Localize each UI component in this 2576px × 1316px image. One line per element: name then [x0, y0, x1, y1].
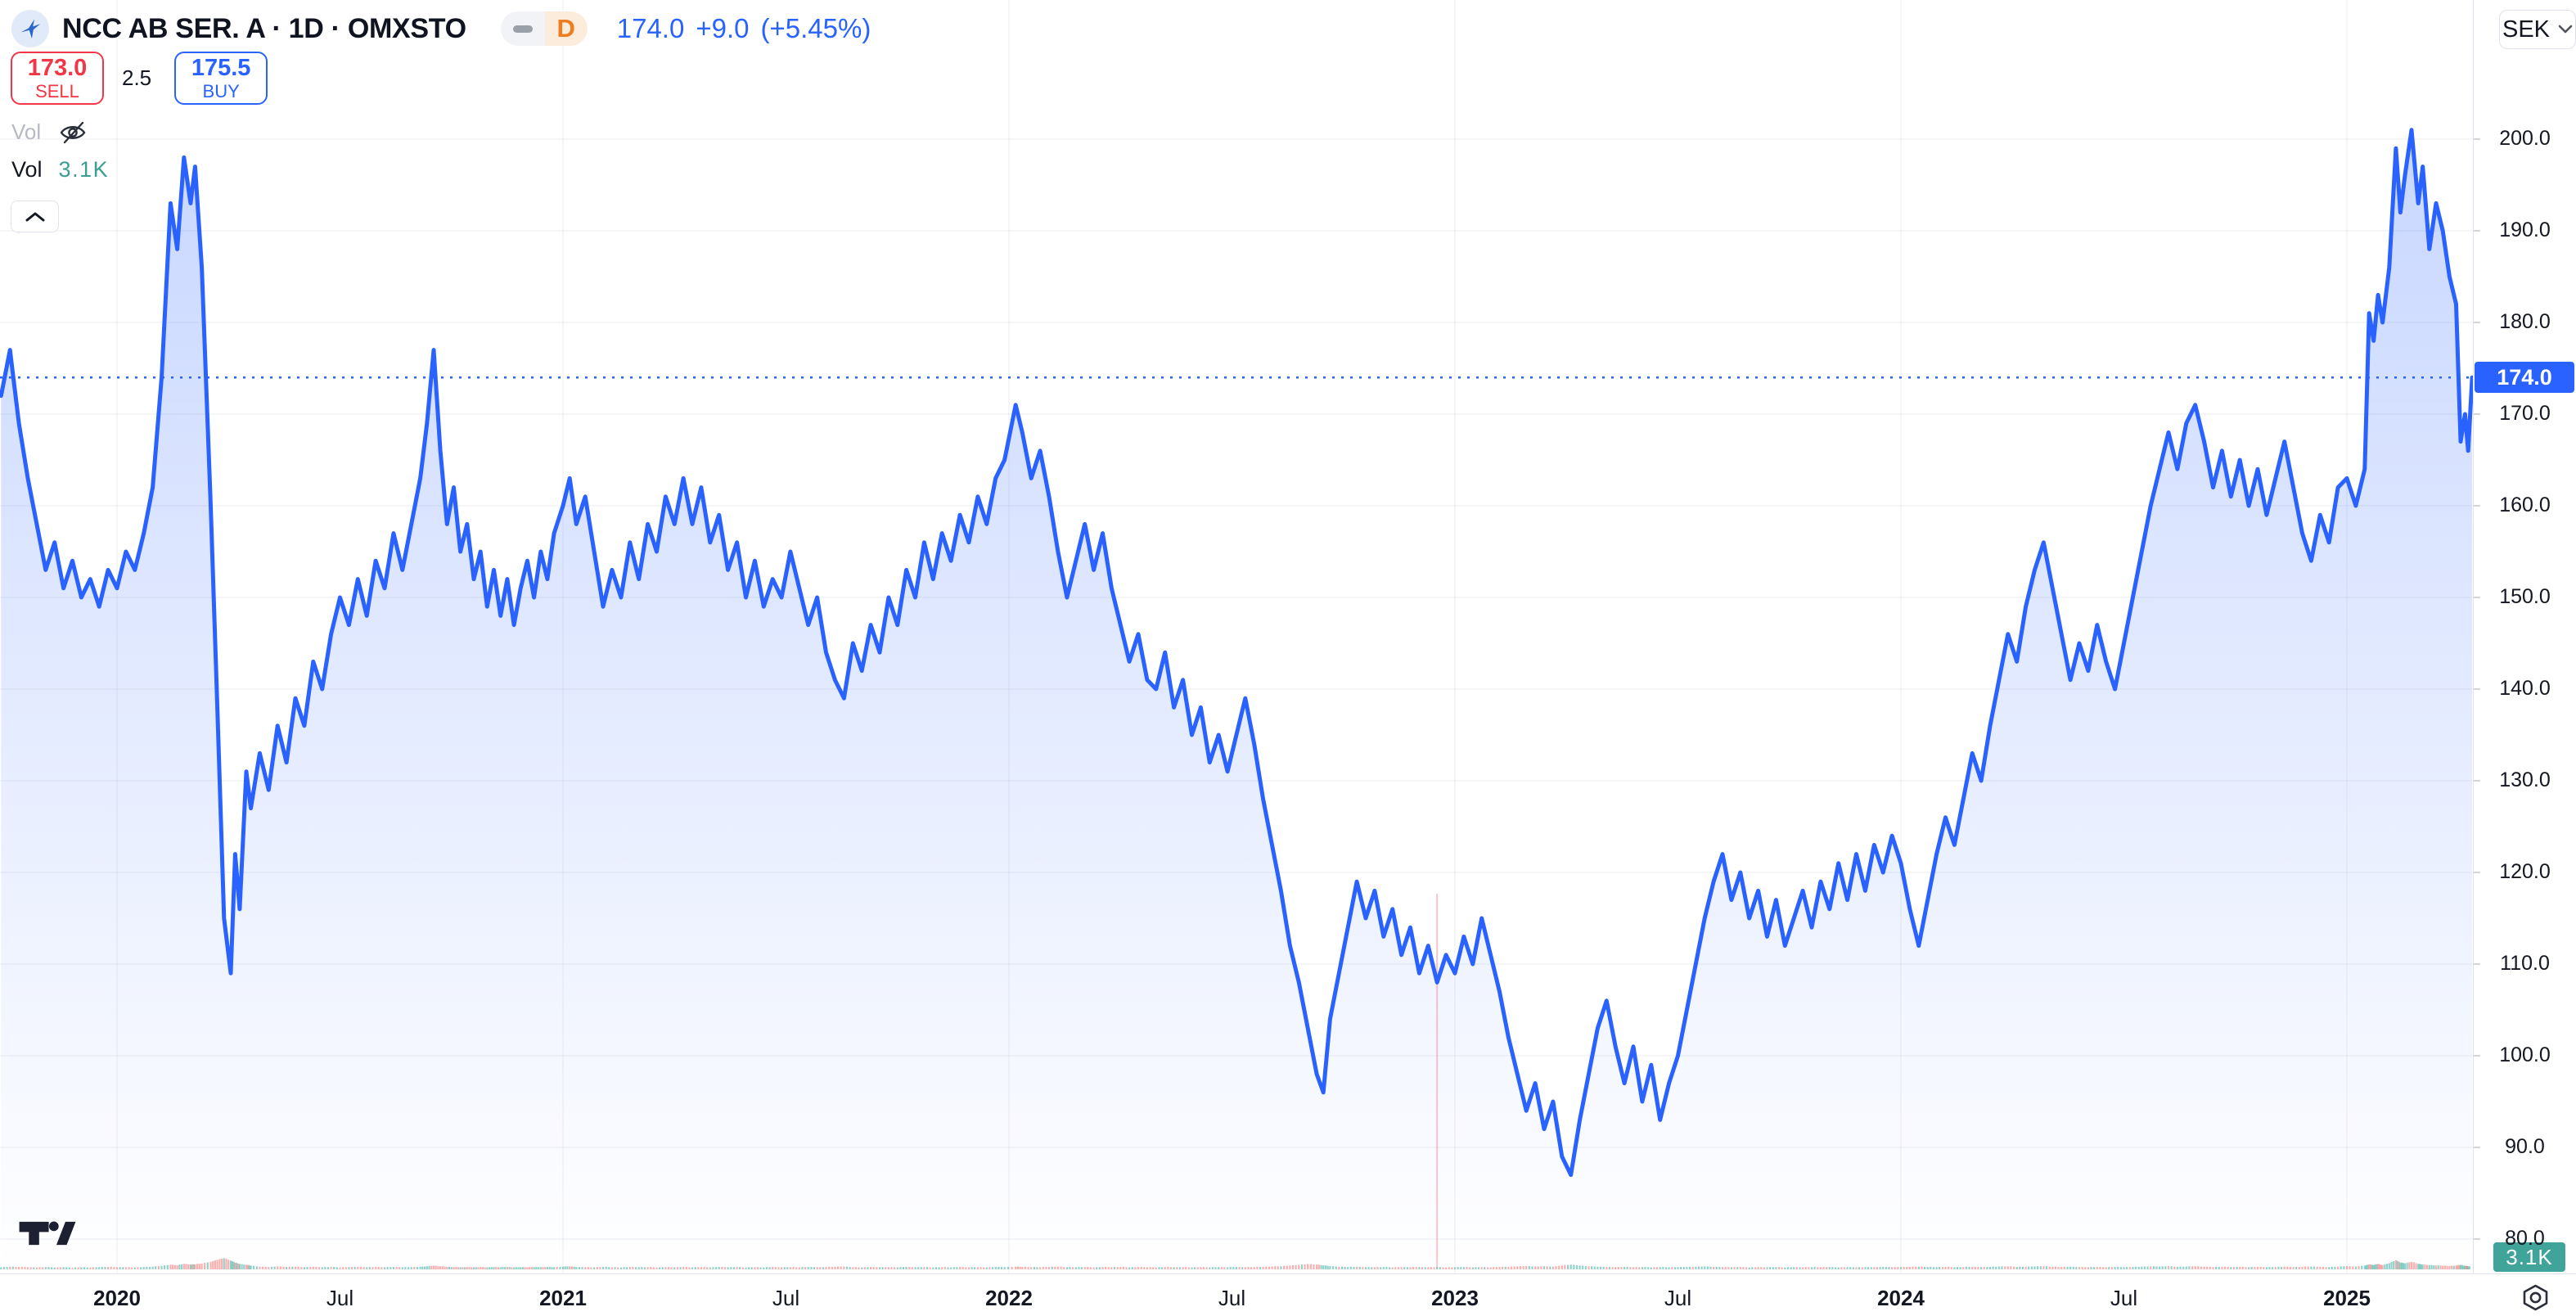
- vol-hidden-label: Vol: [11, 119, 42, 144]
- currency-label: SEK: [2502, 16, 2551, 43]
- price-axis-tick: [2474, 780, 2480, 782]
- trade-panel: 173.0 SELL 2.5 175.5 BUY: [11, 52, 268, 105]
- interval-button[interactable]: D: [544, 11, 588, 46]
- time-axis-year-label: 2024: [1877, 1286, 1925, 1310]
- price-axis-label: 110.0: [2500, 952, 2550, 975]
- quote-readout: 174.0 +9.0 (+5.45%): [617, 13, 871, 44]
- gear-icon: [2523, 1284, 2547, 1310]
- sell-price: 173.0: [27, 54, 88, 81]
- price-axis[interactable]: 174.0 3.1K 200.0 190.0 180.0 170.0 160.0 150.…: [2473, 0, 2576, 1273]
- quote-change-pct: (+5.45%): [760, 13, 871, 43]
- price-axis-tick: [2474, 1238, 2480, 1240]
- price-chart-pane[interactable]: [0, 0, 2473, 1273]
- last-price-axis-label: 174.0: [2475, 362, 2574, 394]
- sell-label: SELL: [35, 81, 79, 102]
- price-axis-label: 200.0: [2499, 127, 2551, 150]
- volume-bars: [0, 1258, 2470, 1270]
- time-axis-year-label: 2021: [539, 1286, 587, 1310]
- price-axis-tick: [2474, 597, 2480, 598]
- chart-type-button[interactable]: [500, 11, 545, 46]
- indicator-row-hidden: Vol: [11, 119, 87, 145]
- series-dash-icon: [512, 25, 533, 33]
- time-axis-month-label: Jul: [1218, 1286, 1246, 1310]
- time-axis-month-label: Jul: [1664, 1286, 1692, 1310]
- symbol-logo[interactable]: [11, 10, 49, 47]
- vol-value: 3.1K: [58, 157, 110, 182]
- price-axis-label: 90.0: [2505, 1135, 2545, 1158]
- buy-button[interactable]: 175.5 BUY: [174, 52, 268, 105]
- chart-type-interval-control[interactable]: D: [500, 11, 588, 46]
- time-axis-month-label: Jul: [772, 1286, 800, 1310]
- price-axis-tick: [2474, 688, 2480, 690]
- sell-button[interactable]: 173.0 SELL: [11, 52, 104, 105]
- price-axis-label: 160.0: [2499, 494, 2551, 516]
- tradingview-logo-icon: [19, 1221, 76, 1246]
- price-axis-label: 140.0: [2499, 677, 2551, 700]
- price-line-series: [0, 128, 2473, 1178]
- price-axis-label: 100.0: [2499, 1043, 2551, 1066]
- tradingview-logo-link[interactable]: [18, 1219, 77, 1251]
- price-axis-tick: [2474, 138, 2480, 140]
- price-axis-label: 180.0: [2499, 310, 2551, 333]
- currency-dropdown[interactable]: SEK: [2499, 10, 2576, 49]
- price-axis-label: 130.0: [2499, 768, 2551, 791]
- price-axis-tick: [2474, 322, 2480, 323]
- time-axis[interactable]: 2020 Jul 2021 Jul 2022 Jul 2023 Jul 2024 Jul 2025: [0, 1273, 2576, 1316]
- price-axis-tick: [2474, 505, 2480, 507]
- buy-price: 175.5: [191, 54, 251, 81]
- price-axis-label: 170.0: [2499, 402, 2551, 425]
- collapse-legend-button[interactable]: [11, 201, 59, 232]
- price-axis-label: 80.0: [2505, 1227, 2545, 1250]
- price-axis-tick: [2474, 963, 2480, 965]
- price-axis-tick: [2474, 1147, 2480, 1148]
- chevron-down-icon: [2558, 25, 2573, 34]
- volume-axis-label: 3.1K: [2493, 1242, 2565, 1272]
- axis-settings-button[interactable]: [2519, 1282, 2551, 1313]
- time-axis-year-label: 2020: [93, 1286, 141, 1310]
- price-axis-tick: [2474, 413, 2480, 415]
- time-axis-month-label: Jul: [2110, 1286, 2138, 1310]
- quote-change: +9.0: [696, 13, 750, 43]
- eye-off-icon[interactable]: [59, 120, 87, 145]
- ncc-star-icon: [20, 19, 41, 39]
- price-axis-tick: [2474, 872, 2480, 873]
- vol-label[interactable]: Vol: [11, 157, 43, 182]
- quote-last: 174.0: [616, 13, 685, 43]
- spread-value: 2.5: [122, 65, 152, 90]
- area-fill: [1, 129, 2473, 1269]
- indicator-row-volume: Vol 3.1K: [11, 157, 109, 183]
- price-axis-tick: [2474, 1055, 2480, 1057]
- buy-label: BUY: [202, 81, 240, 102]
- time-axis-year-label: 2025: [2323, 1286, 2371, 1310]
- price-axis-label: 120.0: [2499, 860, 2551, 883]
- time-axis-month-label: Jul: [326, 1286, 354, 1310]
- time-axis-year-label: 2023: [1431, 1286, 1479, 1310]
- chevron-up-icon: [25, 212, 44, 221]
- price-axis-label: 150.0: [2499, 585, 2551, 608]
- time-axis-year-label: 2022: [985, 1286, 1033, 1310]
- price-axis-label: 190.0: [2499, 219, 2551, 241]
- symbol-title[interactable]: NCC AB SER. A · 1D · OMXSTO: [62, 12, 466, 44]
- chart-header: NCC AB SER. A · 1D · OMXSTO D 174.0 +9.0…: [11, 10, 871, 47]
- price-axis-tick: [2474, 230, 2480, 232]
